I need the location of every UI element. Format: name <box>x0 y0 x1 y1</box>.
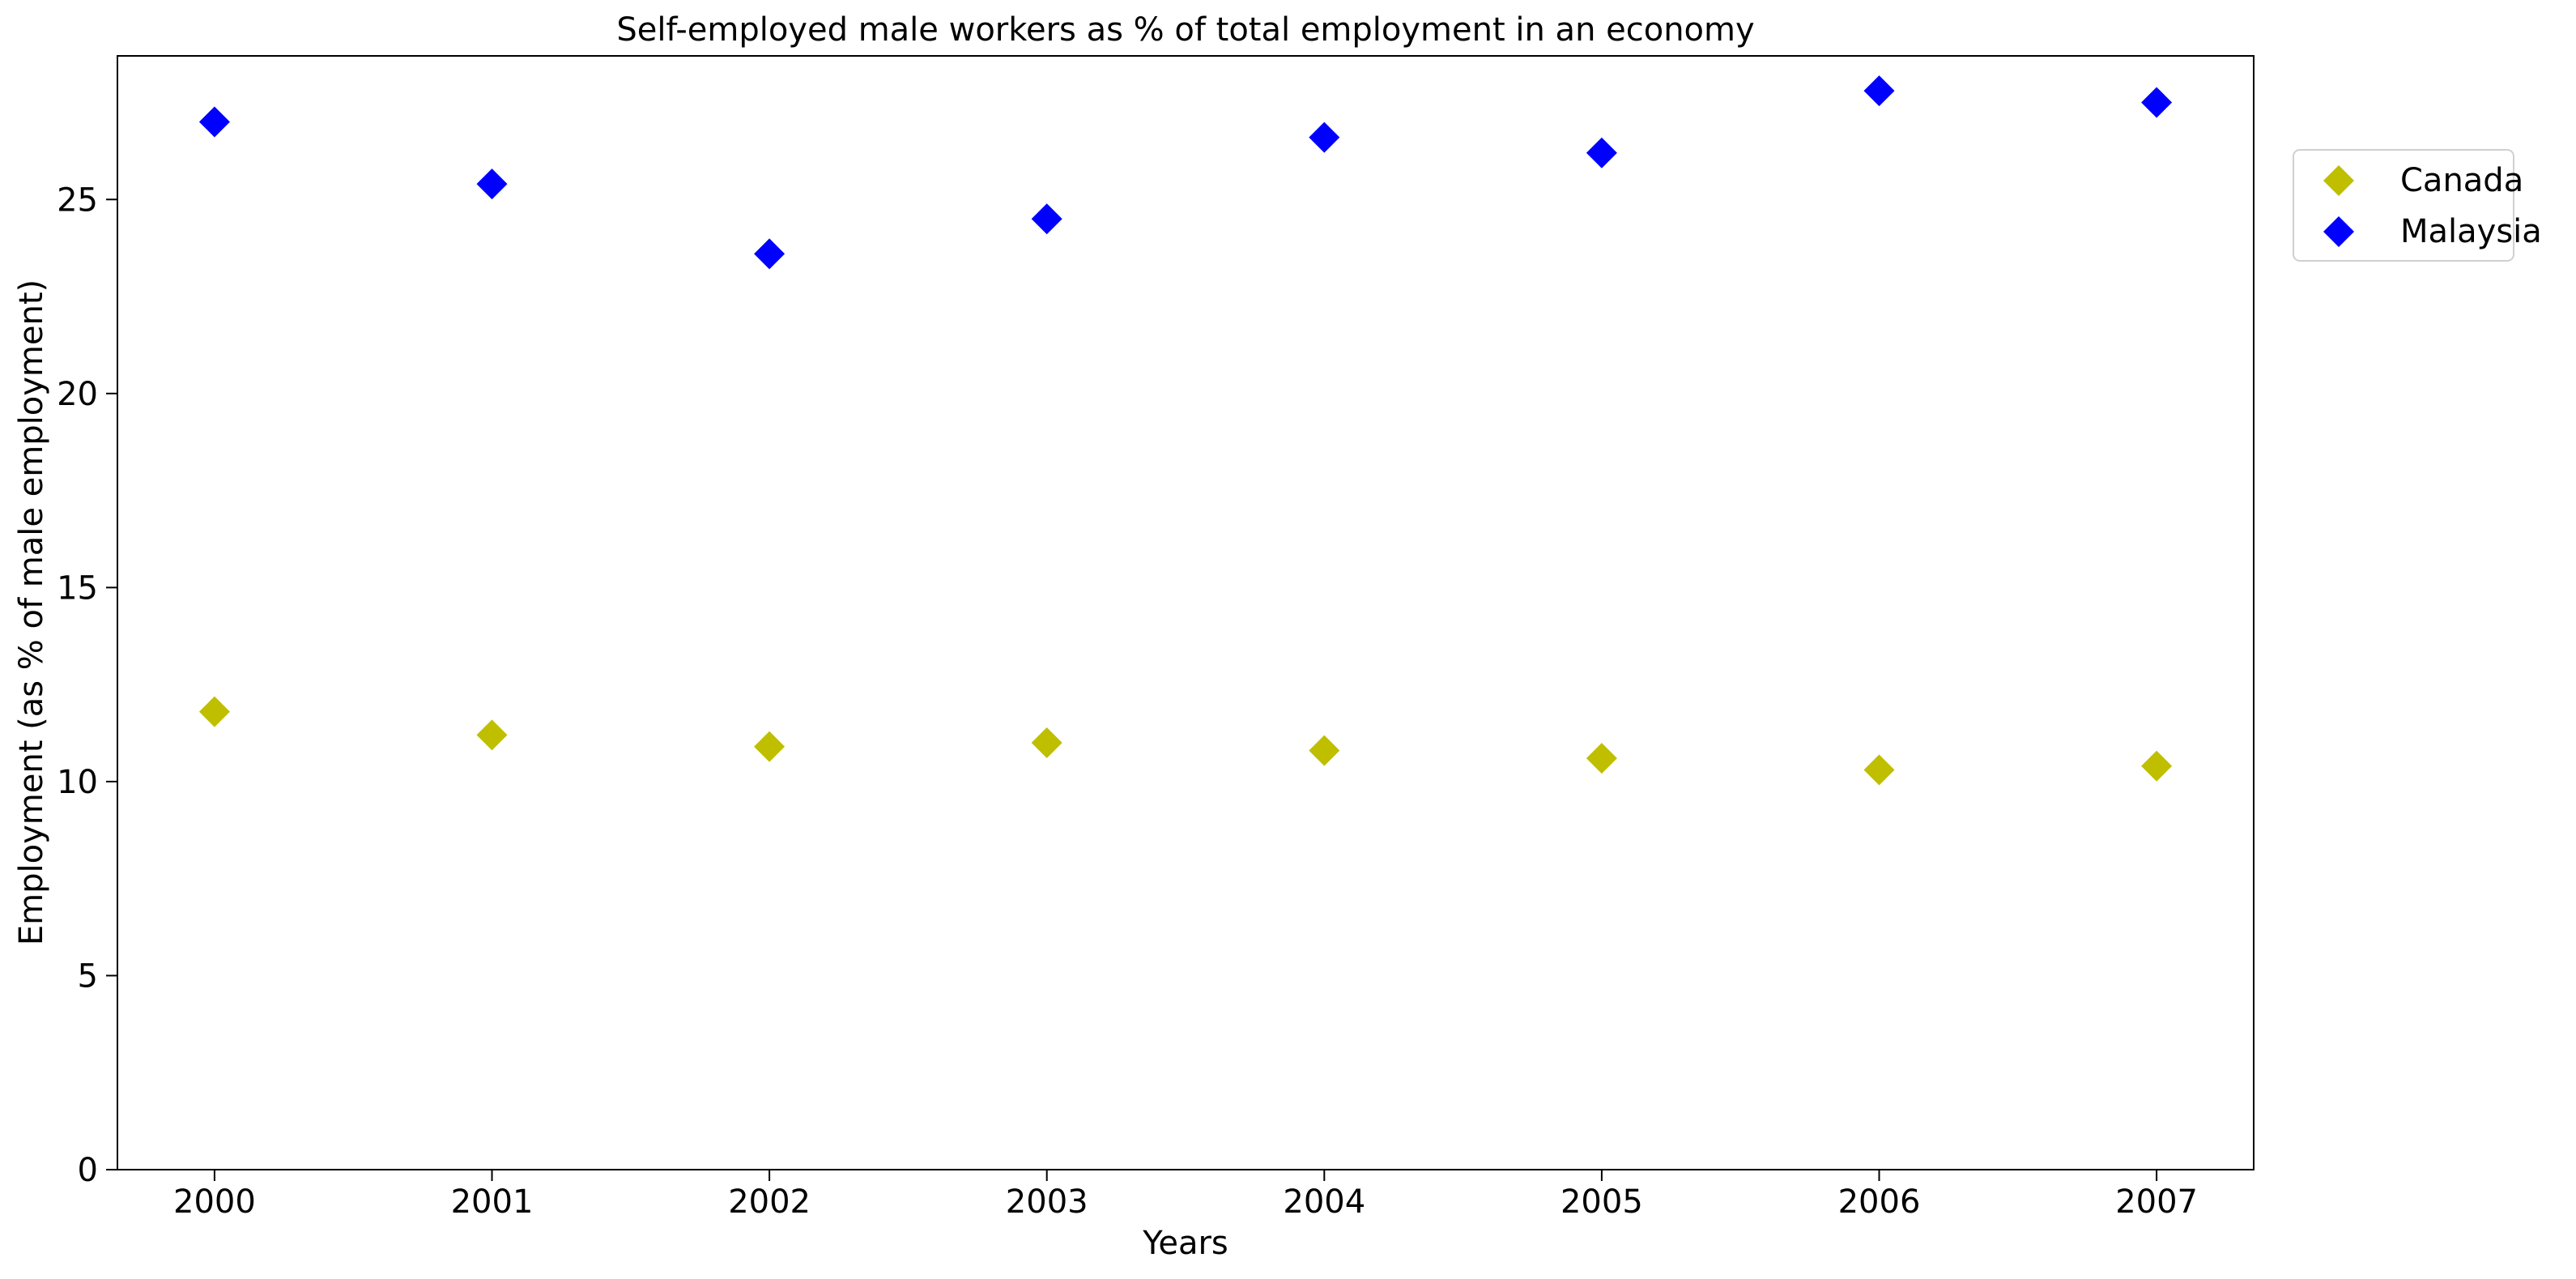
y-axis: 0 5 10 15 20 25 <box>57 181 117 1189</box>
y-tick-label: 15 <box>57 569 98 607</box>
y-axis-label: Employment (as % of male employment) <box>13 279 50 945</box>
point-malaysia-2007 <box>2141 87 2173 118</box>
point-malaysia-2005 <box>1586 137 1617 168</box>
x-tick-label: 2000 <box>173 1183 256 1221</box>
x-axis: 2000 2001 2002 2003 2004 2005 2006 2007 <box>173 1170 2198 1221</box>
point-malaysia-2006 <box>1863 75 1895 107</box>
y-tick-label: 10 <box>57 764 98 801</box>
x-tick-label: 2007 <box>2115 1183 2198 1221</box>
x-tick-label: 2006 <box>1838 1183 1921 1221</box>
legend-marker-canada <box>2323 165 2354 196</box>
point-canada-2000 <box>198 696 230 727</box>
y-tick-label: 5 <box>78 957 98 995</box>
y-tick-label: 25 <box>57 181 98 219</box>
legend-marker-malaysia <box>2323 216 2354 247</box>
point-malaysia-2001 <box>476 168 508 200</box>
point-canada-2002 <box>754 731 786 762</box>
point-canada-2007 <box>2141 750 2173 782</box>
x-tick-label: 2002 <box>728 1183 811 1221</box>
plot-area <box>117 55 2255 1170</box>
y-tick-label: 0 <box>78 1152 98 1189</box>
legend: Canada Malaysia <box>2293 149 2542 262</box>
point-canada-2001 <box>476 719 508 751</box>
point-malaysia-2003 <box>1031 203 1062 235</box>
legend-label-malaysia: Malaysia <box>2400 213 2542 250</box>
y-tick-label: 20 <box>57 376 98 413</box>
x-tick-label: 2005 <box>1561 1183 1643 1221</box>
point-malaysia-2000 <box>198 106 230 138</box>
point-canada-2005 <box>1586 743 1617 774</box>
data-points <box>198 75 2173 786</box>
x-tick-label: 2003 <box>1006 1183 1088 1221</box>
point-malaysia-2002 <box>754 238 786 270</box>
chart-title: Self-employed male workers as % of total… <box>616 11 1754 49</box>
point-canada-2006 <box>1863 754 1895 786</box>
x-tick-label: 2001 <box>451 1183 534 1221</box>
legend-label-canada: Canada <box>2400 162 2523 199</box>
x-axis-label: Years <box>1142 1225 1228 1262</box>
x-tick-label: 2004 <box>1283 1183 1365 1221</box>
point-malaysia-2004 <box>1309 122 1340 153</box>
point-canada-2004 <box>1309 735 1340 766</box>
point-canada-2003 <box>1031 727 1062 758</box>
